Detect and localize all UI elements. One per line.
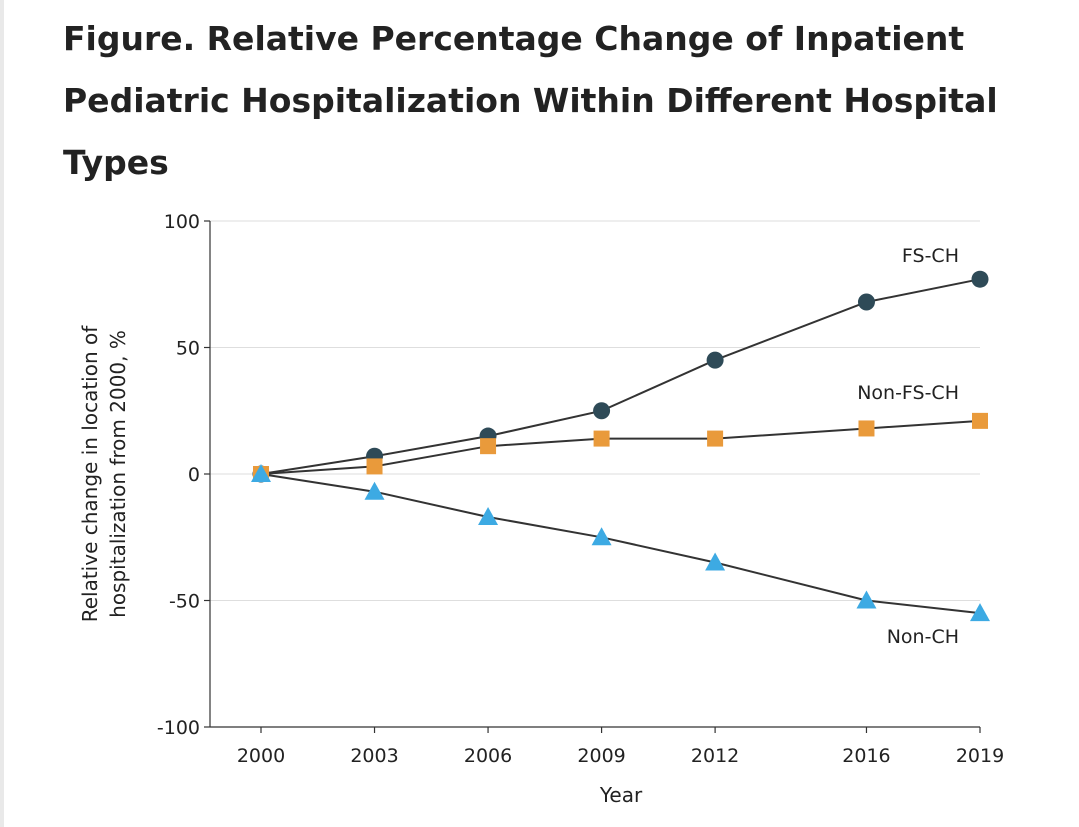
figure-title: Figure. Relative Percentage Change of In… bbox=[63, 19, 998, 182]
y-tick-label: -100 bbox=[157, 717, 200, 739]
data-point-fs-ch bbox=[706, 351, 724, 369]
y-axis-label-line: Relative change in location of bbox=[78, 325, 102, 623]
data-point-non-ch bbox=[364, 481, 385, 500]
data-point-fs-ch bbox=[971, 270, 989, 288]
data-point-non-ch bbox=[705, 552, 726, 571]
data-point-fs-ch bbox=[593, 402, 611, 420]
data-point-non-fs-ch bbox=[480, 438, 497, 455]
y-tick-label: 100 bbox=[164, 211, 200, 233]
data-point-non-ch bbox=[856, 590, 877, 609]
y-tick-label: 0 bbox=[188, 464, 200, 486]
y-axis-label: Relative change in location of hospitaliz… bbox=[78, 325, 130, 623]
series-line-fs-ch bbox=[260, 278, 981, 475]
data-point-non-fs-ch bbox=[593, 430, 610, 447]
data-point-non-ch bbox=[591, 527, 612, 546]
data-point-fs-ch bbox=[857, 293, 875, 311]
data-point-non-ch bbox=[478, 507, 499, 526]
data-point-non-fs-ch bbox=[707, 430, 724, 447]
data-point-non-fs-ch bbox=[858, 420, 875, 437]
series-label: FS-CH bbox=[902, 245, 959, 267]
series-label: Non-FS-CH bbox=[857, 382, 959, 404]
series-label: Non-CH bbox=[887, 626, 959, 648]
y-tick-label: -50 bbox=[169, 591, 200, 613]
data-point-non-fs-ch bbox=[366, 458, 383, 475]
x-axis-label: Year bbox=[599, 783, 643, 807]
y-tick-label: 50 bbox=[176, 338, 200, 360]
left-edge-rule bbox=[0, 0, 4, 827]
data-point-non-ch bbox=[251, 464, 271, 482]
data-point-non-fs-ch bbox=[972, 412, 988, 429]
x-tick-label: 2009 bbox=[577, 745, 625, 767]
y-axis-label-line: hospitalization from 2000, % bbox=[106, 330, 130, 618]
x-tick-label: 2000 bbox=[237, 745, 285, 767]
x-tick-label: 2019 bbox=[956, 745, 1004, 767]
x-tick-label: 2003 bbox=[350, 745, 398, 767]
data-point-non-ch bbox=[970, 603, 990, 622]
x-tick-label: 2012 bbox=[691, 745, 739, 767]
x-tick-label: 2016 bbox=[842, 745, 890, 767]
x-tick-label: 2006 bbox=[464, 745, 512, 767]
